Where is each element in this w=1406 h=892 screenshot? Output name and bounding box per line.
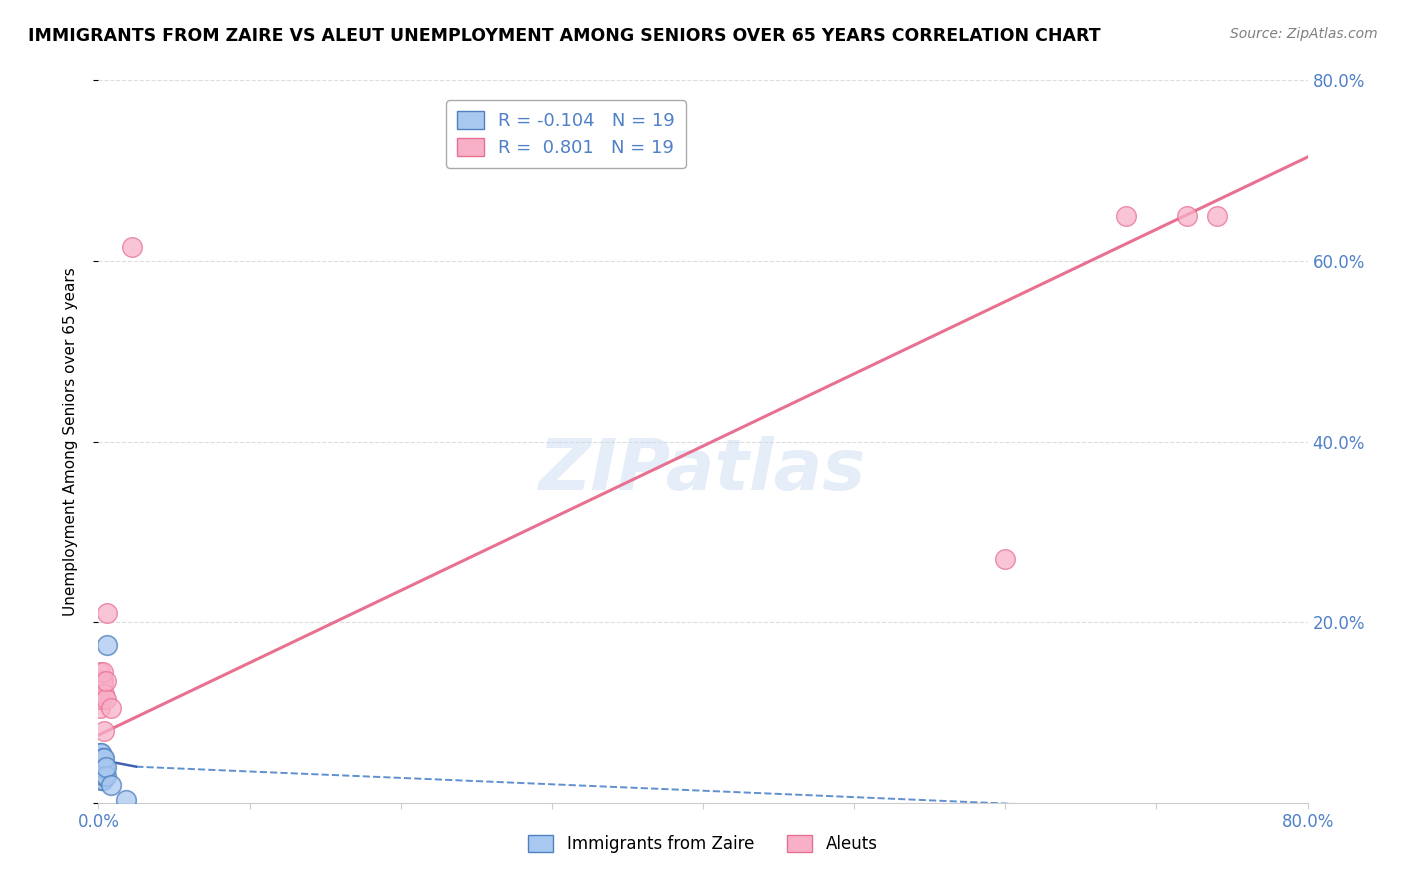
Point: [96, 638, 118, 652]
Text: Source: ZipAtlas.com: Source: ZipAtlas.com: [1230, 27, 1378, 41]
Point: [89, 746, 111, 760]
Point: [90, 678, 112, 692]
Legend: Immigrants from Zaire, Aleuts: Immigrants from Zaire, Aleuts: [522, 828, 884, 860]
Point: [93, 762, 115, 776]
Point: [89, 701, 111, 715]
Point: [94, 692, 117, 706]
Point: [91, 767, 114, 781]
Point: [994, 552, 1017, 566]
Point: [89, 755, 111, 769]
Text: ZIPatlas: ZIPatlas: [540, 436, 866, 505]
Point: [89, 764, 111, 779]
Point: [90, 755, 112, 769]
Point: [89, 665, 111, 679]
Point: [91, 673, 114, 688]
Point: [100, 778, 122, 792]
Point: [1175, 209, 1198, 223]
Point: [90, 764, 112, 779]
Text: IMMIGRANTS FROM ZAIRE VS ALEUT UNEMPLOYMENT AMONG SENIORS OVER 65 YEARS CORRELAT: IMMIGRANTS FROM ZAIRE VS ALEUT UNEMPLOYM…: [28, 27, 1101, 45]
Point: [91, 750, 114, 764]
Point: [93, 769, 115, 783]
Point: [91, 773, 114, 788]
Point: [93, 723, 115, 738]
Point: [90, 773, 112, 788]
Point: [114, 793, 136, 807]
Point: [100, 701, 122, 715]
Point: [1115, 209, 1137, 223]
Point: [91, 678, 114, 692]
Point: [90, 746, 112, 760]
Point: [90, 692, 112, 706]
Point: [121, 240, 143, 254]
Point: [1206, 209, 1229, 223]
Y-axis label: Unemployment Among Seniors over 65 years: Unemployment Among Seniors over 65 years: [63, 268, 77, 615]
Point: [91, 665, 114, 679]
Point: [94, 769, 117, 783]
Point: [96, 606, 118, 620]
Point: [94, 673, 117, 688]
Point: [91, 762, 114, 776]
Point: [94, 760, 117, 774]
Point: [90, 682, 112, 697]
Point: [93, 687, 115, 701]
Point: [93, 750, 115, 764]
